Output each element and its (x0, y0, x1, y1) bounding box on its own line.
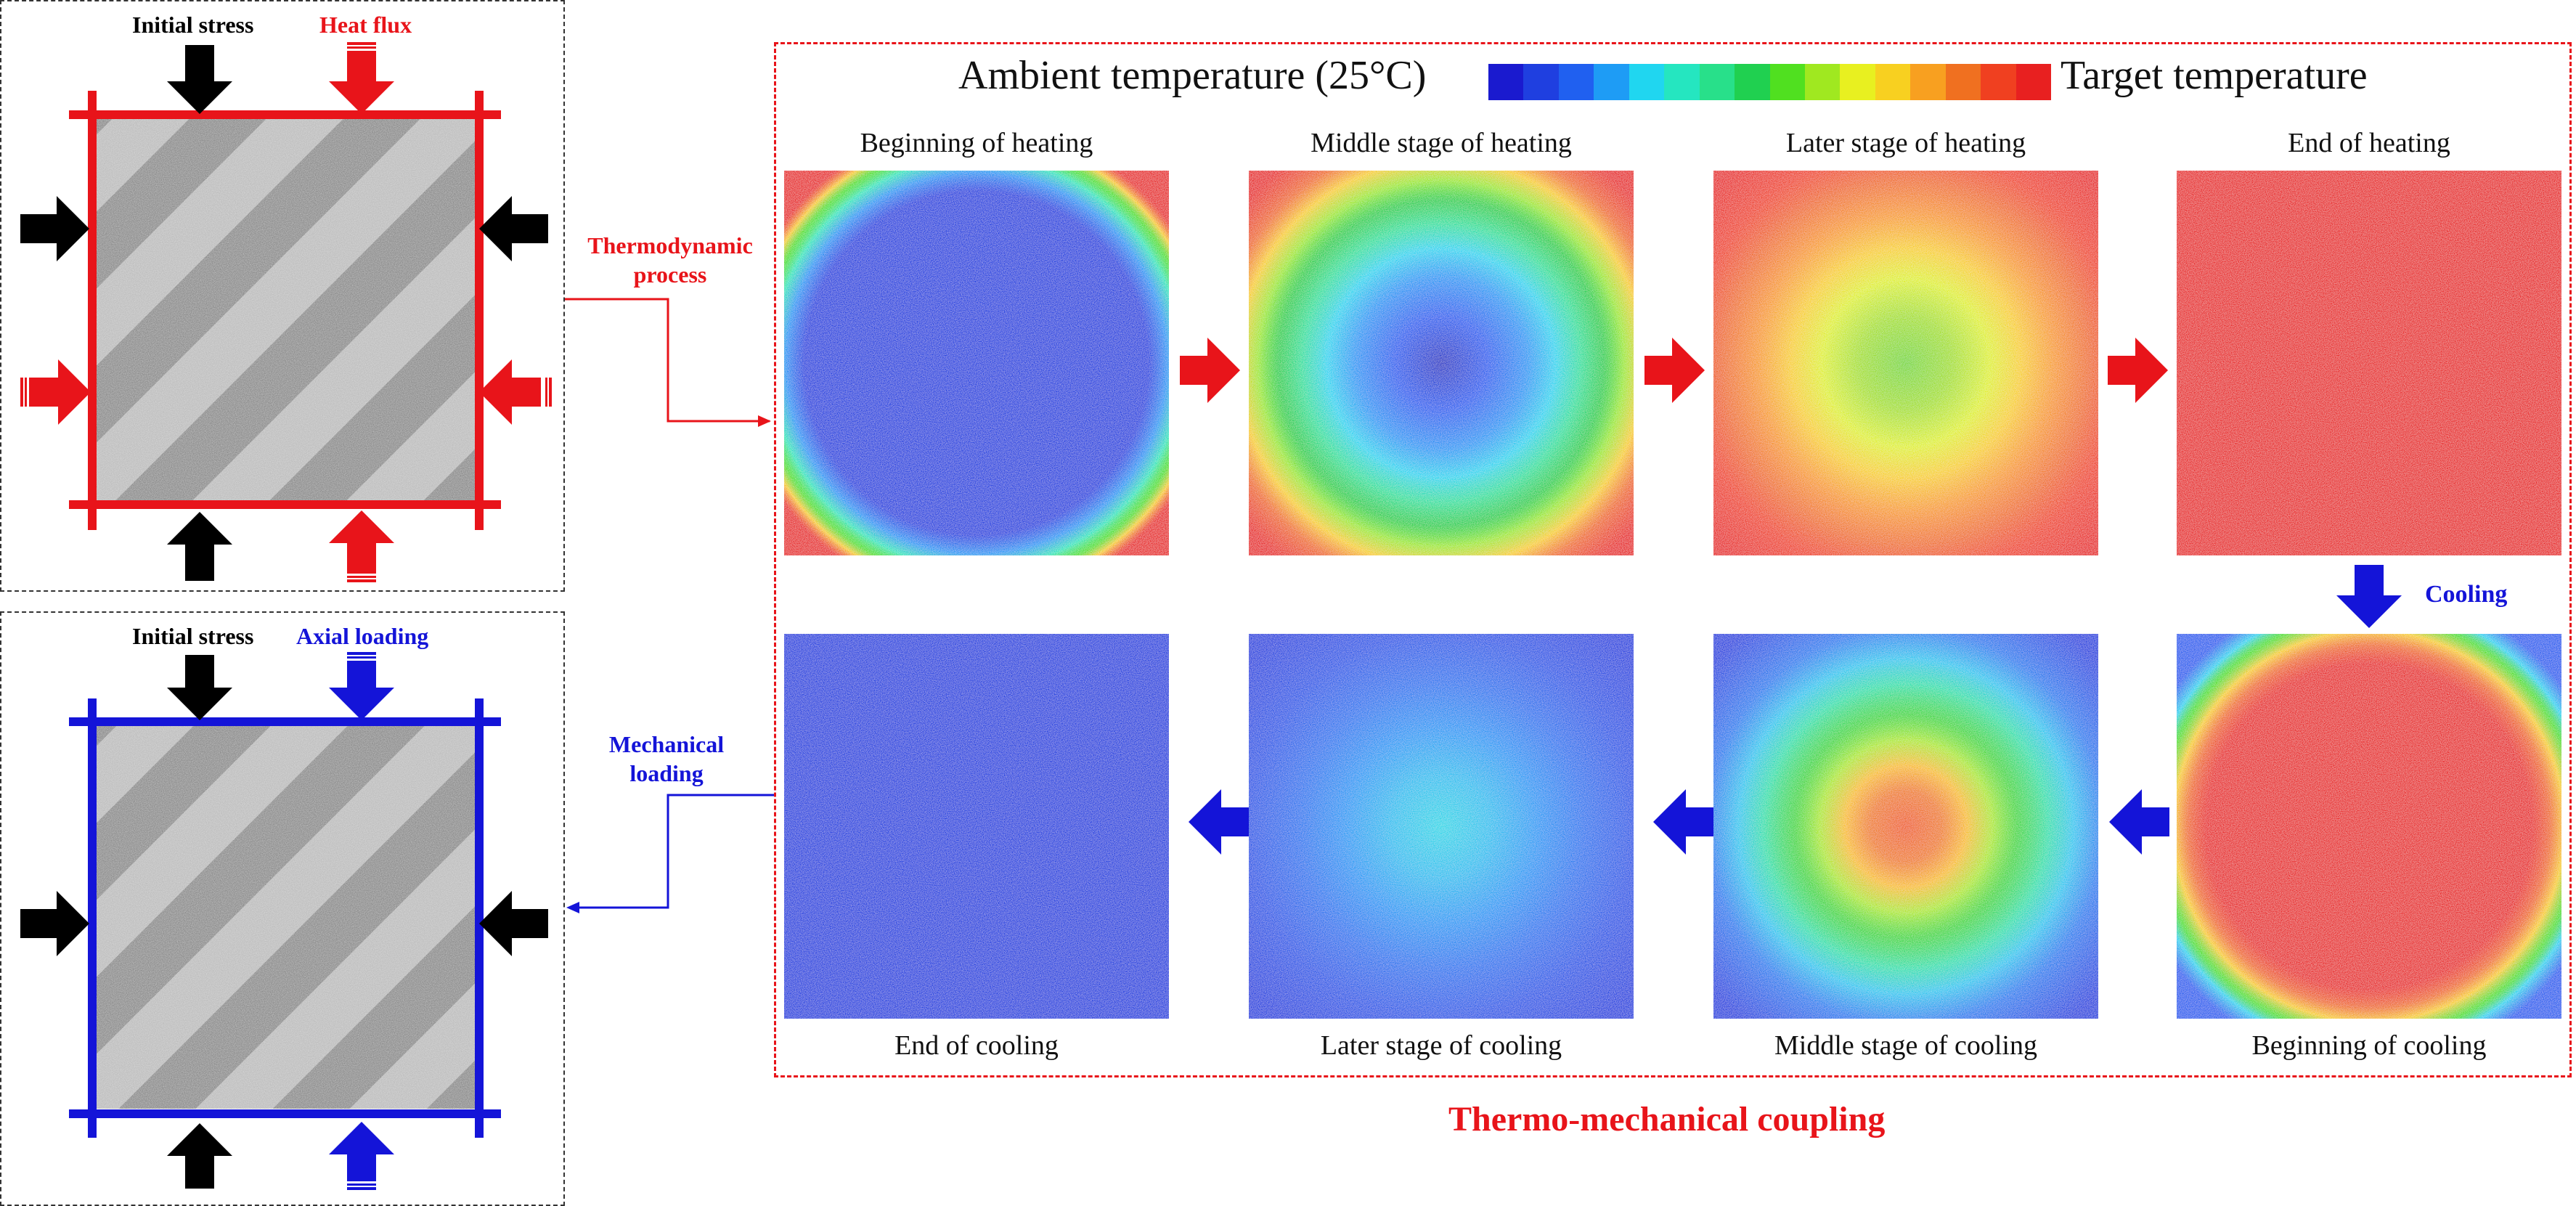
colorbar-swatch (1558, 64, 1594, 100)
mech-line-2: loading (629, 760, 704, 786)
panel-cool-end (784, 634, 1169, 1019)
panel-title-heat-end: End of heating (2288, 128, 2450, 158)
panel-title-cool-mid: Middle stage of cooling (1774, 1030, 2037, 1061)
initial-stress-label-bottom: Initial stress (132, 623, 254, 649)
colorbar-swatch (1840, 64, 1875, 100)
thermo-mechanical-frame (774, 42, 2572, 1077)
panel-title-cool-begin: Beginning of cooling (2251, 1030, 2487, 1061)
panel-title-heat-begin: Beginning of heating (860, 128, 1093, 158)
mech-line-1: Mechanical (608, 731, 725, 757)
panel-heat-mid (1249, 171, 1634, 555)
cooling-label: Cooling (2425, 581, 2508, 608)
panel-title-heat-mid: Middle stage of heating (1311, 128, 1572, 158)
axial-loading-label: Axial loading (296, 623, 429, 649)
colorbar-swatch (1735, 64, 1770, 100)
panel-cool-begin (2177, 634, 2561, 1019)
panel-cool-late (1249, 634, 1634, 1019)
colorbar-right-label: Target temperature (2061, 53, 2368, 98)
panel-heat-late (1713, 171, 2098, 555)
colorbar-swatch (2015, 64, 2051, 100)
colorbar-swatch (1594, 64, 1629, 100)
colorbar-left-label: Ambient temperature (25°C) (958, 53, 1427, 98)
initial-stress-label-top: Initial stress (132, 12, 254, 38)
axial-loading-specimen-diagram (20, 652, 548, 1190)
temperature-colorbar (1488, 64, 2051, 100)
panel-heat-end (2177, 171, 2561, 555)
heat-flux-specimen-diagram (20, 42, 552, 582)
colorbar-swatch (1488, 64, 1524, 100)
thermo-line-2: process (633, 261, 707, 288)
thermo-line-1: Thermodynamic (587, 232, 753, 258)
axial-loading-boundary-box (0, 611, 565, 1206)
colorbar-swatch (1523, 64, 1559, 100)
panel-title-cool-late: Later stage of cooling (1320, 1030, 1562, 1061)
colorbar-swatch (1875, 64, 1911, 100)
colorbar-swatch (1945, 64, 1981, 100)
heat-flux-label: Heat flux (319, 12, 412, 38)
colorbar-swatch (1910, 64, 1946, 100)
panel-heat-begin (784, 171, 1169, 555)
panel-cool-mid (1713, 634, 2098, 1019)
panel-title-cool-end: End of cooling (894, 1030, 1059, 1061)
colorbar-swatch (1629, 64, 1665, 100)
thermodynamic-process-label: Thermodynamic process (572, 231, 768, 289)
panel-title-heat-late: Later stage of heating (1785, 128, 2026, 158)
colorbar-swatch (1981, 64, 2016, 100)
colorbar-swatch (1699, 64, 1735, 100)
figure-caption: Thermo-mechanical coupling (1448, 1100, 1886, 1138)
colorbar-swatch (1804, 64, 1841, 100)
colorbar-swatch (1664, 64, 1700, 100)
heat-flux-boundary-box (0, 0, 565, 592)
mechanical-loading-label: Mechanical loading (587, 730, 746, 788)
colorbar-swatch (1769, 64, 1805, 100)
